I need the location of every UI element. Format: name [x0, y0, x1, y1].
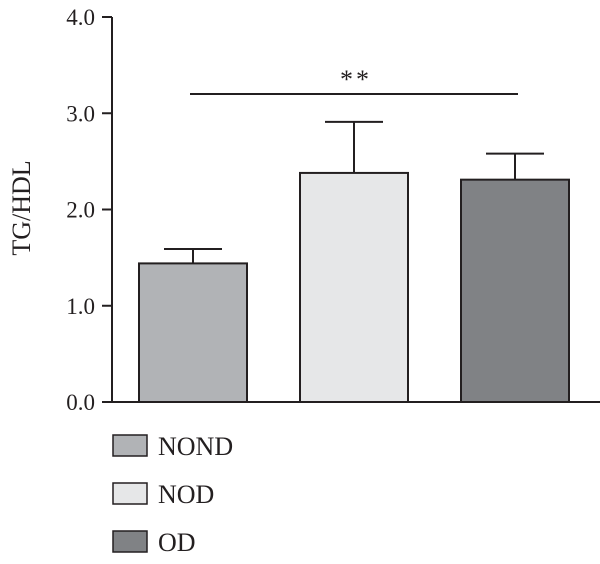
y-tick-label: 4.0 — [66, 5, 95, 30]
significance-label: ** — [340, 65, 372, 94]
legend-swatch-nond — [112, 434, 148, 457]
y-tick-label: 3.0 — [66, 101, 95, 126]
y-axis-label: TG/HDL — [7, 160, 36, 255]
bar-nond — [138, 262, 248, 403]
legend-label-nod: NOD — [158, 480, 214, 509]
y-tick-label: 2.0 — [66, 198, 95, 223]
legend-label-od: OD — [158, 528, 196, 557]
bar-od — [460, 178, 570, 403]
y-tick-label: 1.0 — [66, 294, 95, 319]
legend-label-nond: NOND — [158, 432, 233, 461]
bar-nod — [299, 171, 409, 403]
legend-swatch-od — [112, 530, 148, 553]
legend-swatch-nod — [112, 482, 148, 505]
y-tick-label: 0.0 — [66, 390, 95, 415]
